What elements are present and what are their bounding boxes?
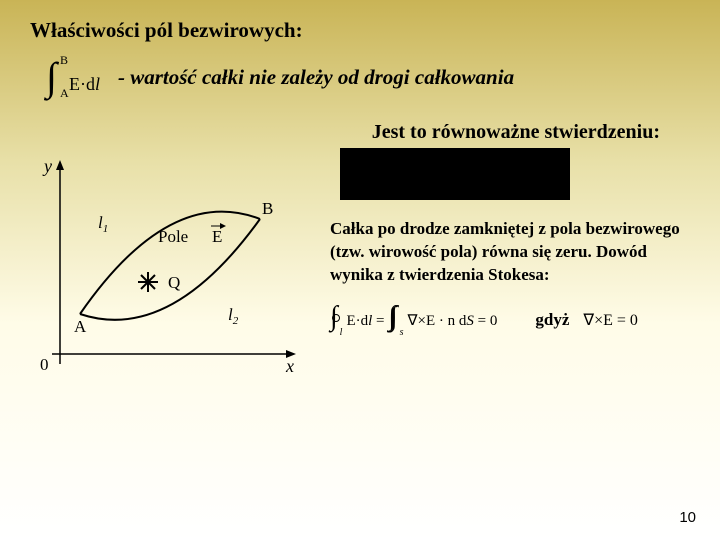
gdyz-label: gdyż	[535, 310, 569, 330]
integral-statement-row: ∫ B A E·dl - wartość całki nie zależy od…	[30, 57, 690, 97]
point-B: B	[262, 199, 273, 218]
origin-label: 0	[40, 355, 49, 374]
point-A: A	[74, 317, 87, 336]
redacted-block	[340, 148, 570, 200]
x-axis-label: x	[285, 356, 294, 376]
integral-AB: ∫ B A E·dl	[46, 57, 100, 97]
Q-label: Q	[168, 273, 180, 292]
statement-1: - wartość całki nie zależy od drogi całk…	[118, 65, 514, 90]
E-label: E	[212, 227, 222, 246]
field-diagram: y x 0 A B l1 l2 Pole E	[30, 154, 310, 384]
path-l2: l2	[228, 305, 239, 327]
page-number: 10	[679, 509, 696, 526]
limit-upper: B	[60, 53, 68, 68]
stokes-equation: ∫l E·dl = ∫∫s ∇×E · n dS = 0 gdyż ∇×E = …	[330, 303, 690, 338]
y-axis-label: y	[42, 156, 52, 176]
source-Q	[138, 272, 158, 292]
statement-2: Jest to równoważne stwierdzeniu:	[30, 121, 690, 144]
limit-lower: A	[60, 86, 69, 101]
pole-label: Pole	[158, 227, 188, 246]
closed-path-paragraph: Całka po drodze zamkniętej z pola bezwir…	[330, 218, 690, 287]
page-title: Właściwości pól bezwirowych:	[30, 18, 690, 43]
path-l1: l1	[98, 213, 108, 235]
curl-zero: ∇×E = 0	[583, 310, 638, 330]
